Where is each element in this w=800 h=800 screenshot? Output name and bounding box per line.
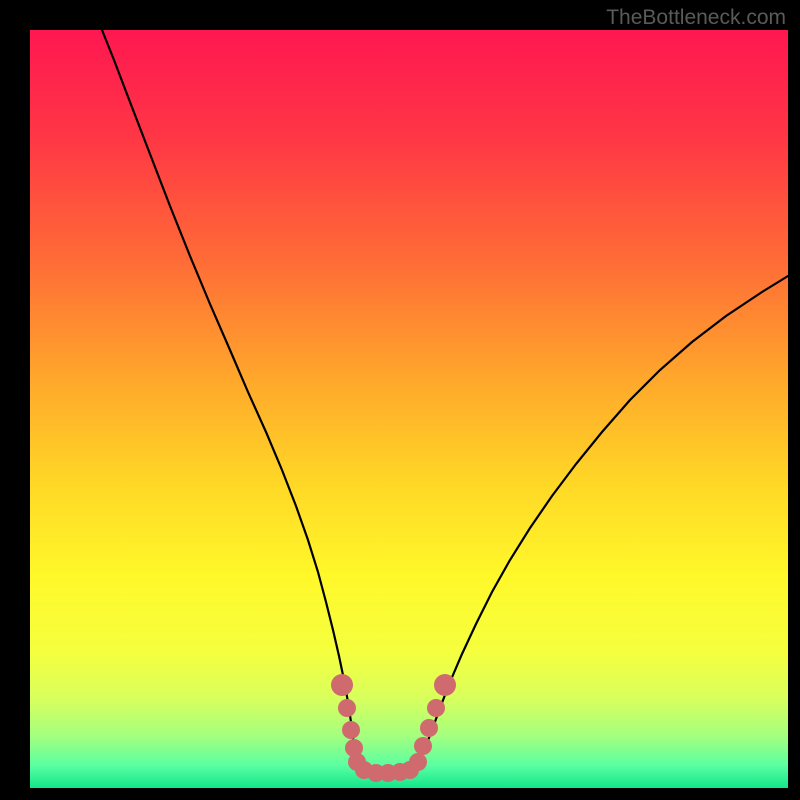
- curve-right: [416, 276, 788, 767]
- plot-area: [30, 30, 788, 788]
- valley-dot: [434, 674, 456, 696]
- frame-left: [0, 0, 30, 800]
- valley-dot: [338, 699, 356, 717]
- frame-right: [788, 0, 800, 800]
- valley-dot: [409, 753, 427, 771]
- valley-dot: [331, 674, 353, 696]
- valley-dot: [414, 737, 432, 755]
- watermark: TheBottleneck.com: [606, 6, 786, 30]
- bottleneck-curve-chart: [30, 30, 788, 788]
- valley-dot: [420, 719, 438, 737]
- curve-left: [102, 30, 358, 767]
- frame-bottom: [0, 788, 800, 800]
- valley-dot: [342, 721, 360, 739]
- valley-dot: [427, 699, 445, 717]
